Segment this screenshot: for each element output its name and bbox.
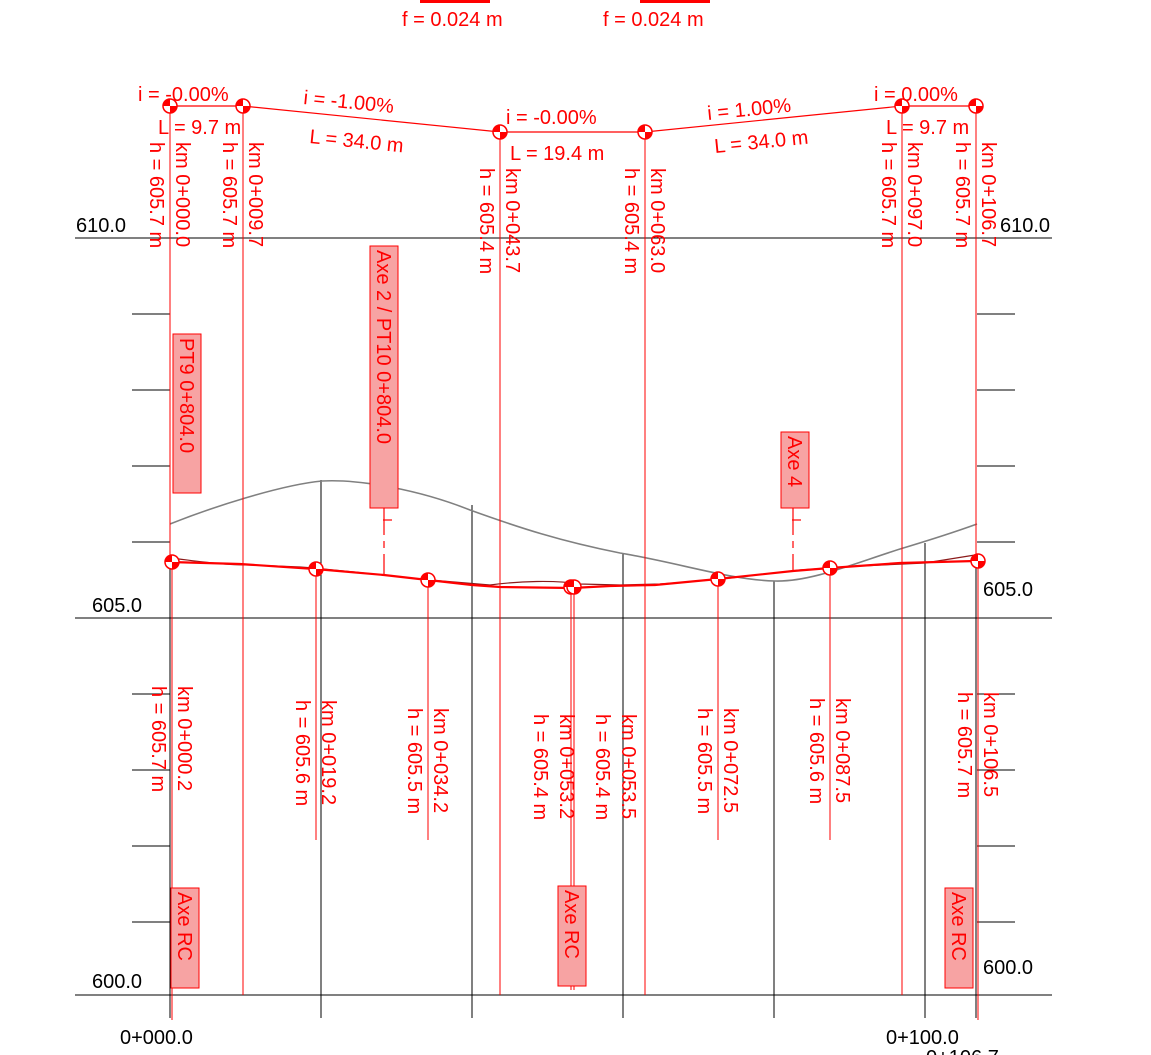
bottom-km-7: km 0+106.5 (979, 692, 1001, 797)
survey-point-marker (970, 553, 986, 569)
axe-rc-box-3 (944, 887, 974, 989)
top-h-0: h = 605.7 m (145, 142, 167, 248)
top-vertical-labels: km 0+000.0 h = 605.7 m km 0+009.7 h = 60… (145, 142, 999, 274)
station-100: 0+100.0 (886, 1027, 959, 1049)
axe4-label: Axe 4 (783, 436, 805, 487)
top-partial-label-1: f = 0.024 m (402, 9, 503, 31)
survey-point-marker (822, 560, 838, 576)
top-h-3: h = 605.4 m (620, 168, 642, 274)
grade-5-L: L = 9.7 m (886, 117, 969, 139)
survey-markers (162, 98, 986, 595)
grade-3-L: L = 19.4 m (510, 143, 604, 165)
grade-line (170, 105, 976, 133)
top-km-2: km 0+043.7 (501, 168, 523, 273)
top-km-3: km 0+063.0 (646, 168, 668, 273)
elev-600-right: 600.0 (983, 957, 1033, 979)
top-h-5: h = 605.7 m (951, 142, 973, 248)
top-km-1: km 0+009.7 (244, 142, 266, 247)
elev-610-left: 610.0 (76, 215, 126, 237)
top-km-5: km 0+106.7 (977, 142, 999, 247)
grade-2-L: L = 34.0 m (309, 126, 405, 157)
bottom-km-0: km 0+000.2 (173, 686, 195, 791)
grade-1-i: i = -0.00% (138, 84, 229, 106)
bottom-km-2: km 0+034.2 (429, 708, 451, 813)
top-partial-labels: f = 0.024 m f = 0.024 m (402, 0, 710, 31)
survey-point-marker (968, 98, 984, 114)
grade-labels: i = -0.00% L = 9.7 m i = -1.00% L = 34.0… (138, 84, 969, 165)
bottom-h-6: h = 605.6 m (805, 698, 827, 804)
survey-point-marker (637, 124, 653, 140)
grade-4-i: i = 1.00% (706, 95, 792, 125)
bottom-h-7: h = 605.7 m (953, 692, 975, 798)
top-partial-label-2: f = 0.024 m (603, 9, 704, 31)
top-km-0: km 0+000.0 (171, 142, 193, 247)
axe2-label: Axe 2 / PT10 0+804.0 (372, 250, 394, 444)
top-vertical-lines (169, 106, 977, 995)
axe-rc-label-3: Axe RC (947, 892, 969, 961)
bottom-h-2: h = 605.5 m (403, 708, 425, 814)
clipped-remnant (640, 0, 710, 3)
elev-600-left: 600.0 (92, 971, 142, 993)
survey-point-marker (420, 572, 436, 588)
axis-labels: 610.0 610.0 605.0 605.0 600.0 600.0 0+00… (76, 215, 1050, 1055)
bottom-h-3: h = 605.4 m (529, 714, 551, 820)
bottom-km-3: km 0+053.2 (555, 714, 577, 819)
station-0: 0+000.0 (120, 1027, 193, 1049)
survey-point-marker (566, 579, 582, 595)
axe-rc-box-2 (557, 885, 587, 987)
survey-point-marker (235, 98, 251, 114)
axe2-box (369, 245, 399, 509)
elevation-grid (75, 237, 1052, 996)
survey-point-marker (710, 571, 726, 587)
bottom-km-6: km 0+087.5 (831, 698, 853, 803)
top-km-4: km 0+097.0 (903, 142, 925, 247)
survey-point-marker (308, 561, 324, 577)
box-leaders (383, 505, 801, 575)
bottom-km-4: km 0+053.5 (617, 714, 639, 819)
grade-5-i: i = 0.00% (874, 84, 958, 106)
pt9-box (172, 333, 202, 494)
grade-3-i: i = -0.00% (506, 107, 597, 129)
elev-605-right: 605.0 (983, 579, 1033, 601)
bottom-km-5: km 0+072.5 (719, 708, 741, 813)
pt9-label: PT9 0+804.0 (175, 338, 197, 453)
station-end: 0+106.7 (926, 1047, 999, 1055)
survey-point-marker (492, 124, 508, 140)
top-h-1: h = 605.7 m (218, 142, 240, 248)
elev-605-left: 605.0 (92, 595, 142, 617)
axe4-box (780, 431, 810, 509)
clipped-remnant (420, 0, 490, 3)
top-h-4: h = 605.7 m (877, 142, 899, 248)
bottom-h-1: h = 605.6 m (291, 700, 313, 806)
survey-point-marker (164, 554, 180, 570)
bottom-h-0: h = 605.7 m (147, 686, 169, 792)
grade-4-L: L = 34.0 m (713, 127, 809, 158)
bottom-h-5: h = 605.5 m (693, 708, 715, 814)
terrain-line (169, 479, 978, 582)
grade-1-L: L = 9.7 m (158, 117, 241, 139)
top-h-2: h = 605.4 m (475, 168, 497, 274)
elev-610-right: 610.0 (1000, 215, 1050, 237)
bottom-km-1: km 0+019.2 (317, 700, 339, 805)
survey-point-marker (162, 98, 178, 114)
axe-rc-box-1 (170, 887, 200, 989)
bottom-vertical-labels: km 0+000.2 h = 605.7 m km 0+019.2 h = 60… (147, 686, 1001, 820)
survey-point-marker (894, 98, 910, 114)
bottom-h-4: h = 605.4 m (591, 714, 613, 820)
axe-rc-label-1: Axe RC (173, 892, 195, 961)
axe-rc-label-2: Axe RC (560, 890, 582, 959)
label-boxes: PT9 0+804.0 Axe 2 / PT10 0+804.0 Axe 4 A… (170, 245, 974, 989)
